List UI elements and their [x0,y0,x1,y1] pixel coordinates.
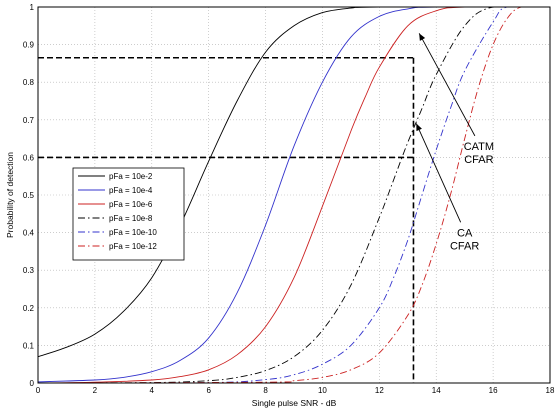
x-tick-label: 18 [546,386,555,395]
series-line-1 [37,6,550,358]
x-tick-label: 14 [432,386,441,395]
y-tick-label: 0.5 [23,191,35,200]
legend-entry: pFa = 10e-2 [109,172,153,181]
annotation-arrow [415,123,462,223]
legend-entry: pFa = 10e-10 [109,228,157,237]
legend-entry: pFa = 10e-6 [109,200,153,209]
legend-entry: pFa = 10e-12 [109,242,157,251]
y-tick-label: 0.6 [23,153,35,162]
annotation-text: CATM [464,141,494,153]
x-tick-label: 12 [375,386,384,395]
x-tick-label: 0 [36,386,41,395]
y-tick-label: 0.3 [23,266,35,275]
y-tick-label: 0 [30,379,35,388]
legend-entry: pFa = 10e-4 [109,186,153,195]
series-line-4 [37,6,550,384]
x-tick-label: 4 [150,386,155,395]
reference-lines [38,56,415,383]
y-tick-label: 0.2 [23,304,35,313]
x-tick-labels: 0 2 4 6 8 10 12 14 16 18 [36,386,555,395]
y-tick-labels: 0 0.1 0.2 0.3 0.4 0.5 0.6 0.7 0.8 0.9 1 [23,3,35,388]
annotation-arrowhead [419,33,426,41]
annotation-arrowhead [416,123,422,132]
x-tick-label: 6 [206,386,211,395]
y-tick-label: 0.1 [23,341,35,350]
y-tick-label: 0.4 [23,229,35,238]
plot-frame [37,6,551,384]
x-tick-label: 2 [93,386,98,395]
legend-box [72,167,185,261]
series-line-5 [37,6,550,384]
series-line-3 [37,6,550,384]
series-lines [37,6,550,384]
x-tick-label: 10 [318,386,327,395]
x-tick-label: 8 [263,386,268,395]
annotation-text: CA [457,227,473,239]
series-line-2 [37,6,550,383]
x-tick-label: 16 [489,386,498,395]
annotation-text: CFAR [464,154,493,166]
y-axis-label: Probability of detection [5,152,15,238]
annotation-text: CFAR [450,240,479,252]
legend: pFa = 10e-2 pFa = 10e-4 pFa = 10e-6 pFa = 1… [72,167,185,261]
y-tick-label: 0.8 [23,78,35,87]
legend-entry: pFa = 10e-8 [109,214,153,223]
annotation-arrow [418,33,476,137]
y-tick-label: 0.7 [23,116,35,125]
y-tick-label: 0.9 [23,41,35,50]
x-axis-label: Single pulse SNR - dB [252,398,337,408]
y-tick-label: 1 [30,3,35,12]
